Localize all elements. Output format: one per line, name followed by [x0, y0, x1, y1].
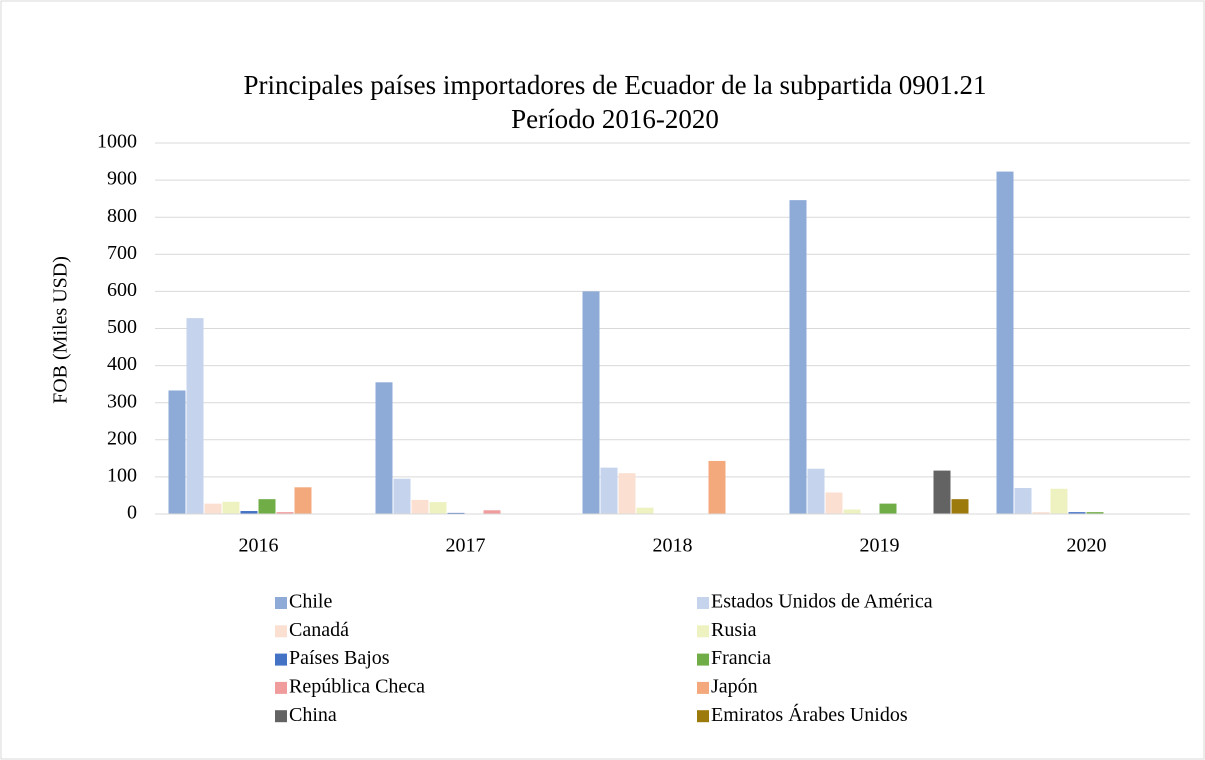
bar [393, 478, 411, 514]
bar [843, 509, 861, 514]
legend-label: Chile [289, 591, 332, 613]
bar [933, 470, 951, 514]
legend-swatch [275, 625, 287, 638]
bar [1032, 512, 1050, 514]
bar [447, 512, 465, 514]
x-tick-label: 2020 [1067, 535, 1107, 557]
bar [204, 503, 222, 514]
bar [636, 507, 654, 514]
bar [294, 487, 312, 514]
legend-label: República Checa [289, 675, 425, 697]
y-tick-label: 700 [107, 242, 137, 264]
y-tick-label: 900 [107, 168, 137, 190]
bar [411, 499, 429, 514]
x-tick-label: 2017 [446, 535, 486, 557]
bar [708, 460, 726, 514]
bar [879, 503, 897, 514]
bar [429, 502, 447, 514]
legend-swatch [697, 625, 709, 638]
legend-label: Canadá [289, 619, 349, 641]
bar [375, 382, 393, 514]
legend-swatch [697, 710, 709, 723]
y-tick-label: 400 [107, 353, 137, 375]
legend-swatch [697, 597, 709, 609]
bar [258, 499, 276, 514]
bar [582, 291, 600, 514]
y-tick-label: 500 [107, 316, 137, 338]
legend-label: China [289, 704, 337, 726]
bar [222, 501, 240, 514]
bar [618, 473, 636, 514]
bar [600, 467, 618, 514]
legend-label: Países Bajos [289, 647, 390, 669]
bar [825, 492, 843, 514]
bar [789, 200, 807, 514]
x-tick-label: 2016 [239, 535, 279, 557]
legend-swatch [275, 597, 287, 609]
y-tick-label: 300 [107, 390, 137, 412]
bar [483, 510, 501, 514]
legend-label: Francia [711, 647, 771, 669]
y-tick-label: 100 [107, 464, 137, 486]
y-tick-label: 0 [127, 502, 137, 524]
y-tick-label: 1000 [97, 131, 137, 153]
legend-swatch [275, 653, 287, 666]
legend-label: Japón [711, 675, 758, 697]
bar [240, 511, 258, 514]
chart-subtitle: Período 2016-2020 [511, 104, 719, 134]
bar [1068, 512, 1086, 514]
y-tick-label: 800 [107, 205, 137, 227]
legend-swatch [697, 653, 709, 666]
y-axis-label: FOB (Miles USD) [50, 256, 72, 404]
legend-swatch [275, 681, 287, 694]
legend-swatch [275, 710, 287, 723]
bar [807, 468, 825, 514]
chart-title: Principales países importadores de Ecuad… [243, 70, 986, 100]
x-tick-label: 2019 [860, 535, 900, 557]
legend-swatch [697, 681, 709, 694]
bar [168, 390, 186, 514]
legend-label: Estados Unidos de América [711, 591, 933, 613]
x-tick-label: 2018 [653, 535, 693, 557]
bar [1014, 488, 1032, 514]
legend-label: Emiratos Árabes Unidos [711, 703, 908, 726]
y-tick-label: 600 [107, 279, 137, 301]
bar [186, 318, 204, 514]
bar [276, 512, 294, 514]
y-tick-label: 200 [107, 427, 137, 449]
bar [1050, 488, 1068, 514]
bar [951, 499, 969, 514]
legend-label: Rusia [711, 619, 757, 641]
bar [996, 171, 1014, 514]
bar [1086, 512, 1104, 514]
